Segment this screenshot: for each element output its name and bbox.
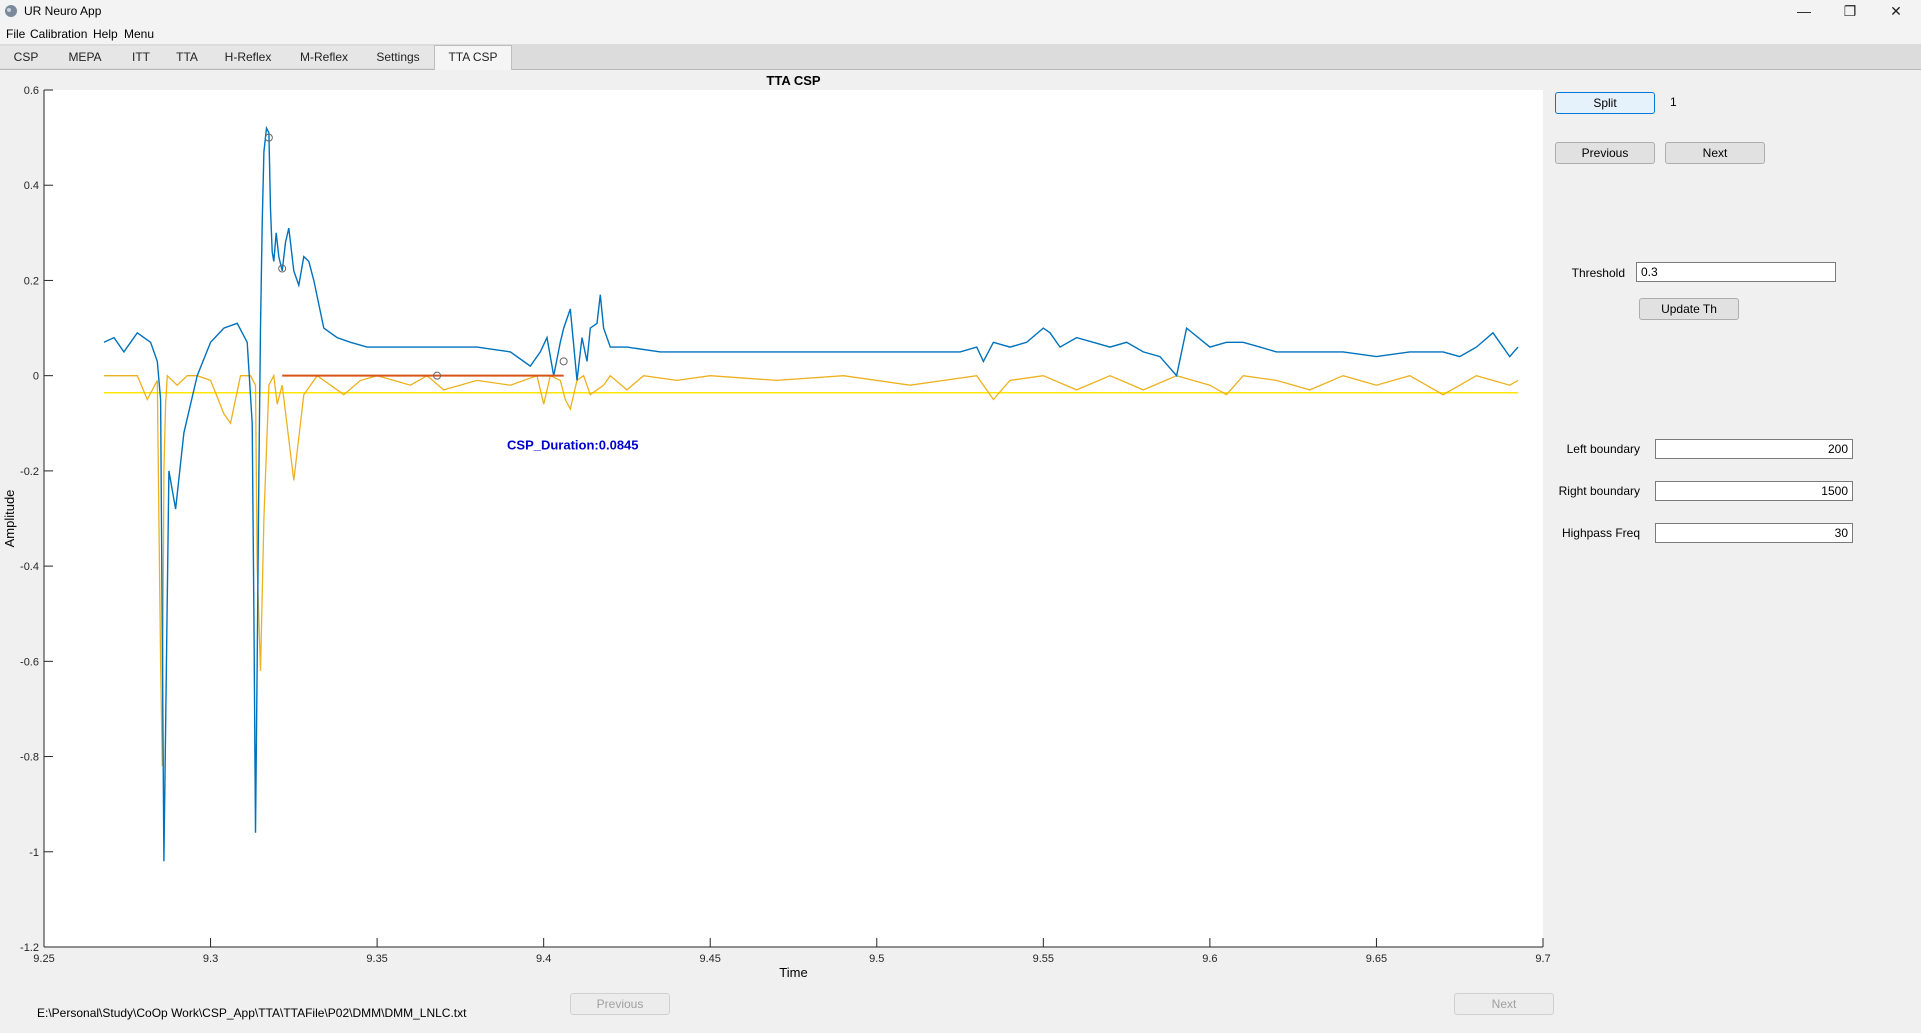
left-boundary-input[interactable] [1655, 439, 1853, 459]
menu-calibration[interactable]: Calibration [30, 27, 88, 41]
previous-file-button[interactable]: Previous [570, 993, 670, 1015]
right-boundary-input[interactable] [1655, 481, 1853, 501]
x-tick-label: 9.55 [1033, 953, 1054, 965]
y-tick-label: 0.6 [24, 85, 39, 97]
y-tick-label: -1.2 [20, 942, 39, 954]
y-tick-label: -0.8 [20, 752, 39, 764]
y-tick-label: -0.4 [20, 561, 39, 573]
threshold-label: Threshold [1571, 266, 1625, 280]
x-tick-label: 9.3 [203, 953, 218, 965]
title-bar: UR Neuro App — ❐ ✕ [0, 0, 1921, 24]
chart-title: TTA CSP [766, 73, 820, 88]
y-tick-label: -0.6 [20, 656, 39, 668]
tab-mepa[interactable]: MEPA [52, 46, 119, 68]
x-tick-label: 9.4 [536, 953, 551, 965]
x-tick-label: 9.65 [1366, 953, 1387, 965]
x-tick-label: 9.25 [33, 953, 54, 965]
x-tick-label: 9.5 [869, 953, 884, 965]
close-button[interactable]: ✕ [1890, 3, 1902, 19]
left-boundary-label: Left boundary [1566, 442, 1640, 456]
plot-area[interactable] [44, 90, 1543, 947]
menu-bar: File Calibration Help Menu [0, 24, 1921, 44]
csp-duration-annotation: CSP_Duration:0.0845 [507, 437, 638, 452]
menu-file[interactable]: File [6, 27, 26, 41]
right-boundary-label: Right boundary [1558, 484, 1640, 498]
y-tick-label: 0 [33, 371, 39, 383]
data-marker [264, 133, 273, 142]
highpass-freq-label: Highpass Freq [1561, 526, 1640, 540]
signal-series-line [103, 125, 1519, 862]
next-file-button[interactable]: Next [1454, 993, 1554, 1015]
y-axis: 0.6 0.4 0.2 0 -0.2 -0.4 -0.6 -0.8 -1 -1.2 [20, 85, 53, 954]
update-threshold-button[interactable]: Update Th [1639, 298, 1739, 320]
tab-h-reflex[interactable]: H-Reflex [210, 46, 287, 68]
y-tick-label: -0.2 [20, 466, 39, 478]
data-marker [559, 357, 568, 366]
split-count: 1 [1670, 95, 1677, 109]
x-tick-label: 9.45 [700, 953, 721, 965]
y-tick-label: 0.4 [24, 180, 39, 192]
next-split-button[interactable]: Next [1665, 142, 1765, 164]
x-tick-label: 9.35 [366, 953, 387, 965]
data-marker [433, 371, 442, 380]
y-tick-label: -1 [29, 847, 39, 859]
chart-series [103, 125, 1519, 862]
tab-csp[interactable]: CSP [0, 46, 53, 68]
y-tick-label: 0.2 [24, 275, 39, 287]
tab-tta[interactable]: TTA [164, 46, 211, 68]
app-logo-icon [5, 5, 17, 17]
menu-menu[interactable]: Menu [124, 27, 155, 41]
tta-csp-chart: 0.6 0.4 0.2 0 -0.2 -0.4 -0.6 -0.8 -1 -1.2 9.25 9.3… [2, 73, 1551, 980]
y-axis-label: Amplitude [2, 490, 17, 548]
previous-split-button[interactable]: Previous [1555, 142, 1655, 164]
threshold-input[interactable] [1636, 262, 1836, 282]
x-tick-label: 9.6 [1202, 953, 1217, 965]
tab-m-reflex[interactable]: M-Reflex [286, 46, 363, 68]
split-button[interactable]: Split [1555, 92, 1655, 114]
x-axis: 9.25 9.3 9.35 9.4 9.45 9.5 9.55 9.6 9.65 9.7 [33, 938, 1551, 965]
x-tick-label: 9.7 [1535, 953, 1550, 965]
restore-button[interactable]: ❐ [1843, 3, 1857, 19]
menu-help[interactable]: Help [93, 27, 118, 41]
tab-bar: CSP MEPA ITT TTA H-Reflex M-Reflex Setti… [0, 44, 1921, 70]
tab-settings[interactable]: Settings [362, 46, 435, 68]
x-axis-label: Time [779, 965, 807, 980]
highpass-freq-input[interactable] [1655, 523, 1853, 543]
window-title: UR Neuro App [24, 4, 102, 18]
data-marker [278, 264, 287, 273]
tab-tta-csp[interactable]: TTA CSP [434, 45, 512, 70]
minimize-button[interactable]: — [1797, 3, 1811, 19]
file-path: E:\Personal\Study\CoOp Work\CSP_App\TTA\… [37, 1006, 467, 1020]
tab-itt[interactable]: ITT [118, 46, 165, 68]
